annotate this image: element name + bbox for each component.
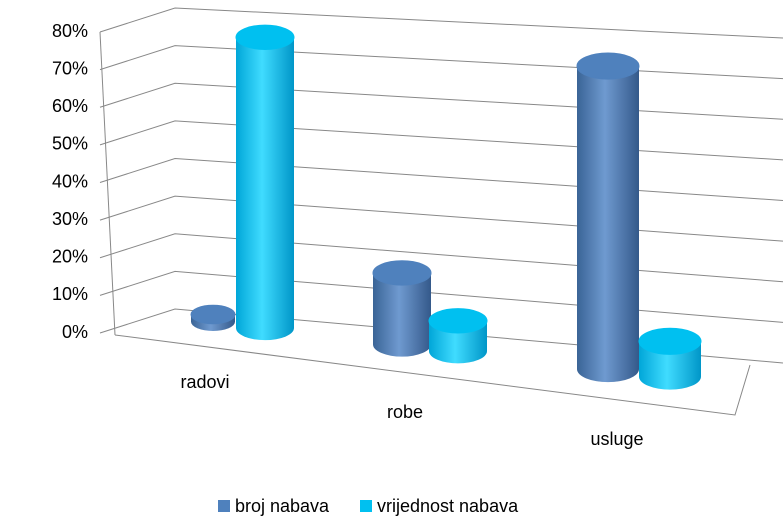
bar-top	[576, 52, 640, 80]
y-tick-label: 0%	[62, 322, 88, 342]
bar-body	[373, 272, 431, 357]
grid-line	[99, 7, 783, 39]
bar	[428, 308, 488, 364]
bar	[190, 304, 236, 331]
x-tick-label: robe	[387, 402, 423, 422]
legend-label: broj nabava	[235, 496, 330, 516]
grid-line	[99, 233, 783, 283]
grid-line	[99, 157, 783, 201]
bar	[235, 24, 295, 341]
bar-top	[428, 308, 488, 334]
x-tick-label: usluge	[590, 429, 643, 449]
bar-top	[235, 24, 295, 50]
floor-edge	[114, 334, 751, 416]
y-axis	[99, 31, 116, 336]
legend-swatch	[218, 500, 230, 512]
y-tick-label: 40%	[52, 171, 88, 191]
y-tick-label: 50%	[52, 134, 88, 154]
x-tick-label: radovi	[180, 372, 229, 392]
y-tick-label: 70%	[52, 58, 88, 78]
bar-top	[638, 327, 702, 355]
y-tick-label: 20%	[52, 247, 88, 267]
legend-swatch	[360, 500, 372, 512]
bar-body	[639, 341, 701, 390]
y-tick-label: 80%	[52, 21, 88, 41]
grid-line	[99, 120, 783, 161]
legend-label: vrijednost nabava	[377, 496, 519, 516]
grid-line	[99, 82, 783, 120]
bar-top	[190, 304, 236, 325]
y-tick-label: 30%	[52, 209, 88, 229]
bar	[372, 260, 432, 357]
y-tick-label: 10%	[52, 284, 88, 304]
bar	[638, 327, 702, 390]
grid-line	[99, 45, 783, 80]
grid-line	[99, 195, 783, 242]
bar-top	[372, 260, 432, 286]
y-tick-label: 60%	[52, 96, 88, 116]
bar	[576, 52, 640, 383]
bar-body	[236, 37, 294, 341]
bar-body	[577, 66, 639, 383]
